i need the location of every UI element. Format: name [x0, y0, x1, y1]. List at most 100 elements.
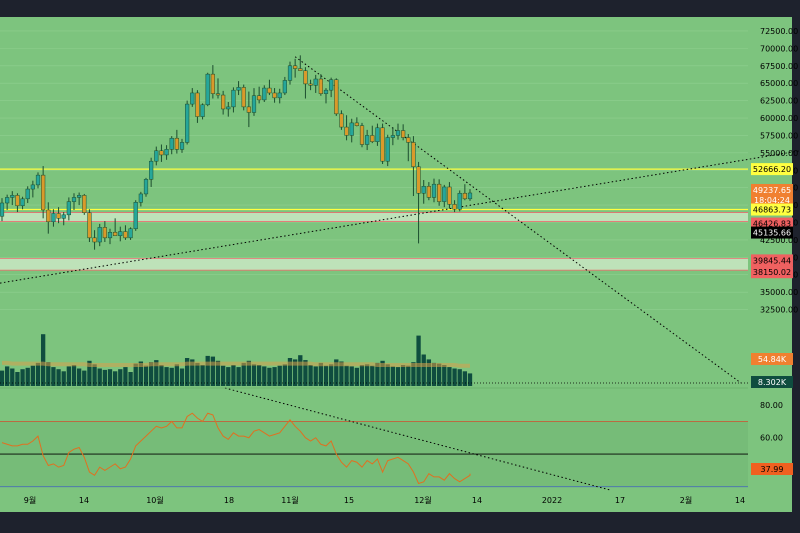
candle — [334, 78, 339, 116]
candle — [272, 88, 277, 103]
volume-bar — [66, 366, 72, 386]
candle-body — [174, 137, 179, 150]
time-tick-label: 14 — [79, 496, 89, 505]
volume-bar — [323, 365, 329, 386]
candle — [30, 180, 35, 198]
candle-body — [298, 68, 303, 71]
price-tick-label: 72500.00 — [760, 27, 798, 36]
candle — [205, 72, 210, 107]
price-tick-label: 55000.00 — [760, 149, 798, 158]
volume-bar — [40, 334, 46, 386]
price-tag-bg — [751, 203, 793, 216]
candle — [51, 209, 56, 227]
volume-bar — [447, 367, 452, 386]
price-tick-label: 65000.00 — [760, 79, 798, 88]
candle — [437, 179, 442, 206]
candle-body — [395, 130, 401, 136]
price-tick-label: 67500.00 — [760, 62, 798, 71]
candle-body — [143, 179, 149, 195]
candle — [467, 189, 473, 201]
volume-bar — [400, 365, 406, 386]
volume-bar — [51, 367, 56, 386]
candle — [395, 123, 401, 140]
candle-body — [190, 92, 195, 105]
volume-bar — [15, 372, 20, 386]
candle-body — [246, 106, 251, 113]
candle — [123, 225, 128, 240]
candle-body — [437, 183, 442, 202]
candle-body — [431, 183, 437, 198]
candle-body — [164, 149, 169, 156]
volume-bar — [467, 373, 473, 386]
candle-body — [97, 227, 102, 243]
candle-body — [344, 126, 349, 136]
candle-body — [41, 174, 46, 211]
volume-bar — [462, 371, 468, 386]
price-tag-bg — [751, 463, 793, 475]
candle-body — [77, 195, 82, 198]
candle — [190, 88, 195, 107]
candle — [282, 76, 287, 96]
candle-body — [282, 80, 287, 94]
candle-body — [61, 214, 66, 219]
candle — [359, 122, 365, 148]
candle-body — [20, 198, 25, 207]
volume-bar — [159, 365, 164, 386]
candle-body — [5, 197, 10, 204]
candle — [25, 186, 30, 203]
time-tick-label: 15 — [344, 496, 354, 505]
candle — [107, 228, 113, 245]
time-tick-label: 2022 — [542, 496, 562, 505]
price-tag-label: 45135.66 — [753, 229, 791, 238]
candle — [406, 134, 411, 162]
volume-bar — [195, 362, 200, 386]
candle-body — [380, 127, 385, 162]
volume-bar — [380, 360, 385, 386]
volume-bar — [231, 365, 236, 386]
time-tick-label: 12월 — [414, 495, 432, 505]
price-axis-panel — [748, 17, 792, 490]
volume-bar — [148, 362, 154, 386]
volume-bar — [190, 359, 195, 386]
candle — [421, 180, 426, 204]
volume-bar — [76, 368, 82, 386]
candle-body — [92, 237, 97, 243]
candle-body — [421, 186, 426, 194]
downtrend-line — [294, 56, 742, 384]
rsi-tick-label: 80.00 — [760, 401, 783, 410]
price-tick-label: 35000.00 — [760, 288, 798, 297]
volume-bar — [210, 356, 216, 386]
volume-bar — [349, 366, 354, 386]
volume-bar — [205, 355, 210, 386]
volume-ma-line — [2, 360, 470, 368]
candle — [277, 88, 282, 104]
volume-bar — [246, 360, 252, 386]
volume-bar — [97, 368, 102, 386]
candle-body — [169, 137, 174, 150]
volume-bar — [436, 363, 442, 386]
price-tick-label: 60000.00 — [760, 114, 798, 123]
candle-body — [313, 78, 318, 86]
candle-body — [128, 228, 133, 239]
volume-bar — [112, 371, 118, 386]
candle-body — [406, 137, 411, 143]
price-tag-bg — [751, 254, 793, 267]
candle-body — [10, 195, 15, 198]
volume-bar — [169, 367, 174, 386]
volume-bar — [226, 367, 231, 386]
candle-body — [118, 231, 123, 236]
candle — [102, 221, 107, 242]
volume-bar — [30, 365, 36, 386]
candle-body — [390, 135, 395, 138]
candle — [251, 88, 257, 116]
candle-body — [221, 94, 226, 110]
candle — [370, 125, 375, 144]
candle-body — [287, 65, 293, 81]
time-tick-label: 11월 — [281, 495, 299, 505]
volume-bar — [416, 335, 421, 386]
candle-body — [71, 197, 77, 202]
volume-bar — [277, 365, 282, 386]
candle-body — [210, 73, 215, 94]
